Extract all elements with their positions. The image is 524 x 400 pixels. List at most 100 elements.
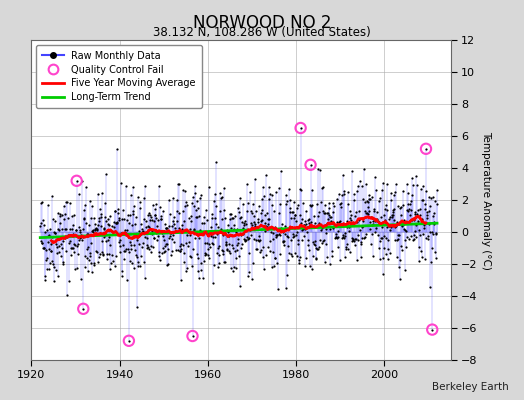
Point: [375, 219, 384, 226]
Point: [310, 241, 319, 247]
Point: [147, 214, 156, 220]
Point: [429, 231, 437, 237]
Point: [354, 232, 363, 238]
Point: [161, 248, 169, 255]
Point: [183, 242, 192, 249]
Point: [370, 174, 379, 180]
Point: [353, 257, 361, 263]
Point: [207, 233, 215, 240]
Point: [251, 221, 259, 228]
Point: [300, 226, 309, 232]
Point: [182, 232, 191, 238]
Point: [297, 220, 305, 226]
Point: [383, 224, 391, 230]
Point: [328, 248, 336, 254]
Point: [253, 225, 261, 231]
Point: [283, 233, 291, 240]
Point: [365, 192, 373, 198]
Point: [257, 207, 266, 213]
Point: [225, 240, 234, 247]
Point: [127, 246, 135, 252]
Point: [254, 216, 262, 222]
Point: [232, 254, 241, 261]
Point: [162, 224, 170, 231]
Point: [337, 200, 346, 206]
Point: [189, 194, 198, 200]
Point: [123, 227, 132, 234]
Point: [79, 306, 88, 312]
Point: [266, 190, 274, 197]
Point: [201, 252, 210, 258]
Point: [142, 224, 150, 231]
Point: [68, 226, 77, 232]
Point: [406, 201, 414, 207]
Point: [425, 208, 433, 214]
Point: [112, 220, 120, 226]
Point: [173, 197, 181, 203]
Point: [251, 222, 259, 229]
Point: [188, 333, 196, 339]
Point: [86, 198, 94, 204]
Point: [78, 178, 86, 184]
Point: [247, 232, 255, 238]
Point: [167, 236, 176, 242]
Point: [391, 237, 400, 243]
Point: [412, 182, 421, 188]
Point: [252, 208, 260, 214]
Point: [193, 250, 201, 257]
Point: [330, 223, 339, 230]
Point: [172, 229, 180, 235]
Point: [74, 237, 83, 243]
Point: [138, 226, 146, 233]
Point: [352, 209, 361, 215]
Point: [399, 188, 407, 194]
Point: [70, 240, 79, 247]
Point: [408, 216, 416, 223]
Point: [278, 226, 286, 232]
Point: [398, 221, 406, 228]
Point: [330, 203, 339, 209]
Point: [364, 199, 373, 205]
Point: [67, 244, 75, 251]
Point: [63, 215, 72, 221]
Point: [298, 227, 306, 234]
Point: [151, 212, 159, 218]
Point: [71, 266, 80, 272]
Point: [221, 259, 229, 266]
Point: [395, 276, 403, 282]
Point: [345, 228, 353, 234]
Point: [388, 211, 396, 218]
Point: [235, 252, 243, 259]
Point: [353, 183, 362, 189]
Point: [285, 186, 293, 192]
Point: [194, 268, 202, 274]
Point: [341, 230, 350, 236]
Point: [151, 212, 159, 218]
Point: [113, 145, 122, 152]
Point: [50, 230, 59, 236]
Point: [258, 184, 267, 191]
Point: [179, 208, 187, 214]
Point: [223, 247, 231, 253]
Point: [86, 240, 95, 246]
Point: [42, 257, 50, 263]
Point: [225, 248, 233, 254]
Point: [238, 225, 247, 232]
Point: [314, 165, 322, 172]
Point: [329, 200, 337, 206]
Point: [195, 235, 203, 241]
Point: [46, 248, 54, 254]
Point: [61, 225, 70, 232]
Point: [421, 256, 430, 262]
Point: [49, 216, 57, 222]
Point: [368, 222, 376, 228]
Point: [66, 238, 74, 245]
Point: [329, 208, 337, 215]
Point: [135, 198, 144, 205]
Point: [410, 236, 418, 242]
Point: [410, 228, 419, 234]
Point: [407, 207, 415, 213]
Point: [211, 215, 220, 222]
Point: [222, 242, 230, 249]
Point: [65, 231, 73, 238]
